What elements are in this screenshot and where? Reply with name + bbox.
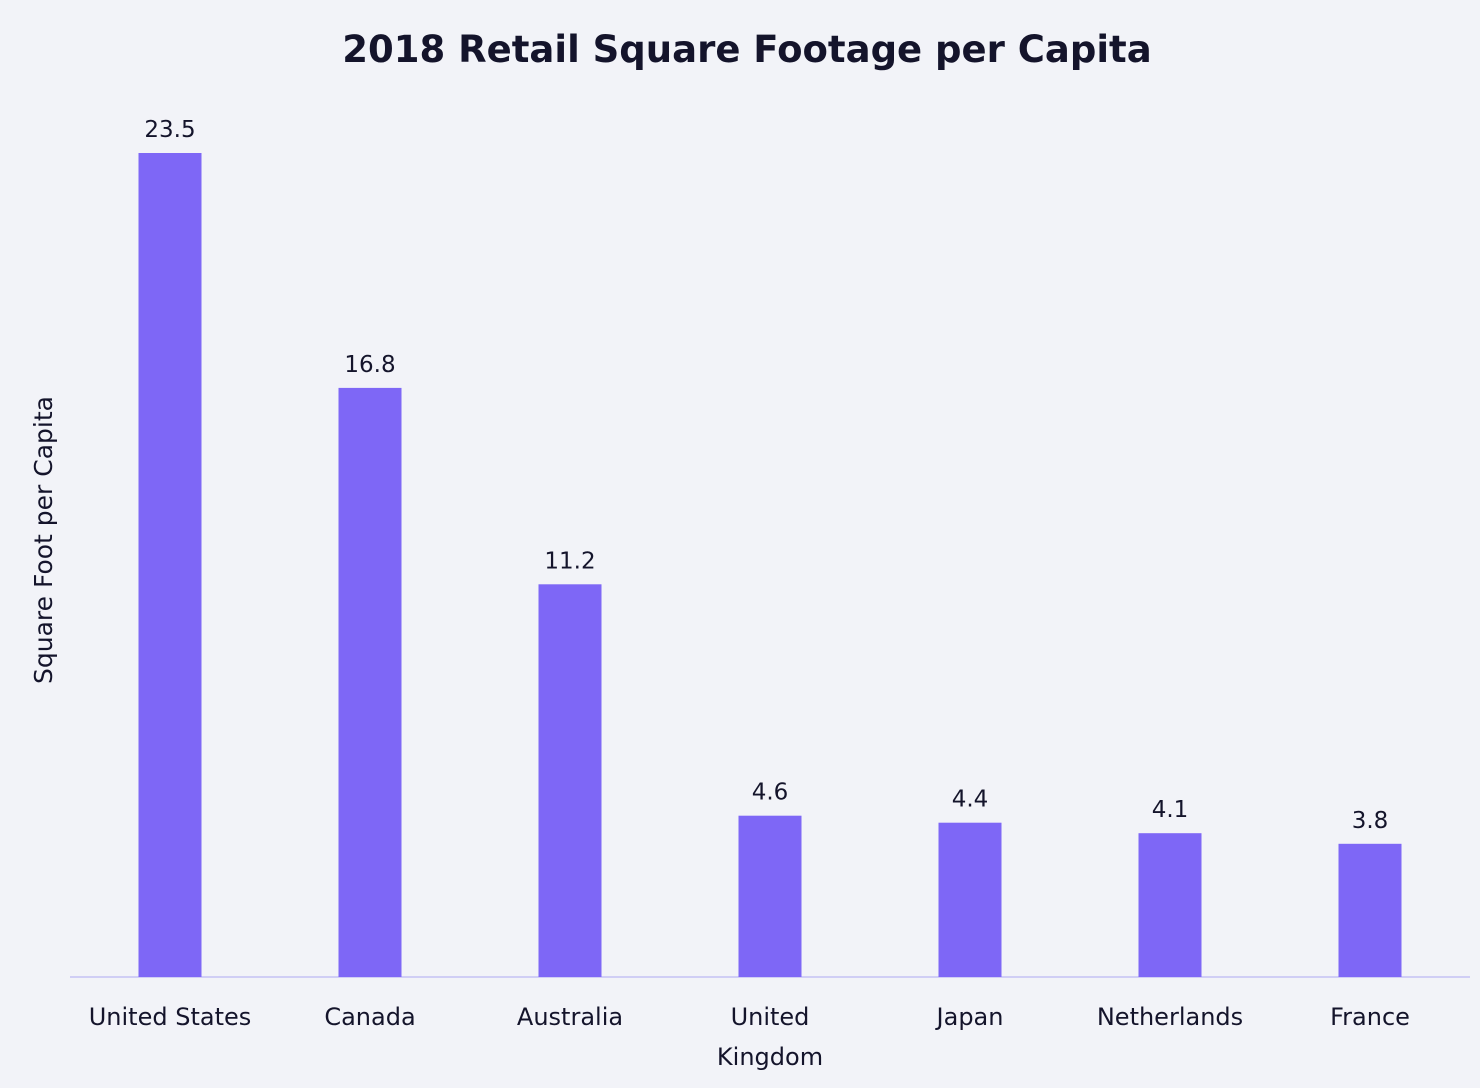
tick-labels-group: United States Canada Australia United Kingdo…: [89, 1003, 1410, 1071]
x-tick-label: Netherlands: [1097, 1003, 1243, 1031]
data-label: 4.1: [1152, 797, 1189, 823]
x-tick-label: Kingdom: [717, 1043, 823, 1071]
data-label: 16.8: [344, 352, 395, 378]
x-tick-label: Canada: [324, 1003, 415, 1031]
bar: [538, 584, 602, 977]
x-tick-label: United: [731, 1003, 810, 1031]
x-tick-label: France: [1330, 1003, 1410, 1031]
bar: [938, 822, 1002, 977]
data-label: 4.6: [752, 780, 789, 806]
chart-title: 2018 Retail Square Footage per Capita: [342, 28, 1151, 71]
bar: [338, 387, 402, 977]
data-label: 4.4: [952, 787, 989, 813]
data-label: 23.5: [144, 117, 195, 143]
bar: [1138, 833, 1202, 977]
data-label: 3.8: [1352, 808, 1389, 834]
bar: [738, 815, 802, 977]
x-tick-label: United States: [89, 1003, 252, 1031]
data-label: 11.2: [544, 548, 595, 574]
bars-group: [138, 153, 1402, 977]
y-axis-label: Square Foot per Capita: [29, 396, 58, 684]
bar: [1338, 843, 1402, 977]
value-labels-group: 23.5 16.8 11.2 4.6 4.4 4.1 3.8: [144, 117, 1388, 834]
x-tick-label: Australia: [517, 1003, 623, 1031]
bar: [138, 153, 202, 977]
x-tick-label: Japan: [935, 1003, 1004, 1031]
